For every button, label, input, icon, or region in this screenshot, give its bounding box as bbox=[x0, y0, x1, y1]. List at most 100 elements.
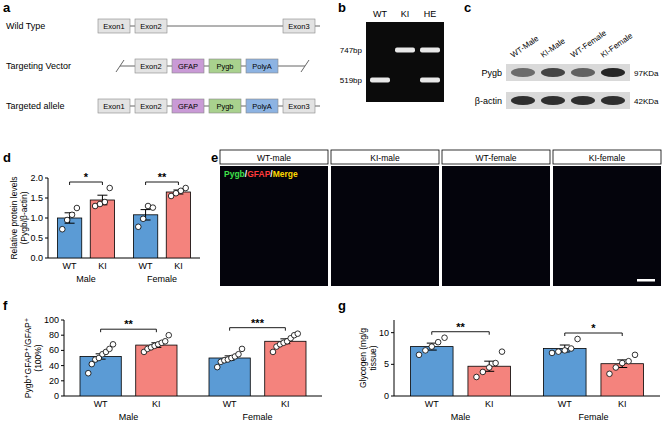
error-cap bbox=[484, 361, 494, 362]
bar bbox=[543, 349, 586, 397]
data-point bbox=[493, 360, 499, 366]
title-line: tissue) bbox=[368, 345, 378, 370]
size-label: 519bp bbox=[340, 76, 363, 85]
sig-stars: * bbox=[591, 322, 596, 334]
y-tick-label: 5 bbox=[384, 359, 389, 369]
y-tick-label: 40 bbox=[49, 361, 59, 371]
box-label: Exon3 bbox=[288, 102, 309, 111]
gene-box bbox=[283, 99, 315, 113]
box-label: Exon2 bbox=[140, 102, 161, 111]
gene-box bbox=[209, 59, 241, 73]
blot-band bbox=[541, 68, 565, 77]
group-label: Female bbox=[578, 412, 608, 422]
bar bbox=[90, 200, 114, 258]
data-point bbox=[613, 365, 619, 371]
bar bbox=[209, 358, 250, 396]
error-cap bbox=[97, 195, 107, 196]
bar bbox=[57, 218, 81, 258]
y-tick bbox=[391, 332, 394, 333]
row-label: Targeted allele bbox=[6, 101, 65, 111]
gene-box bbox=[135, 99, 167, 113]
blot-band bbox=[571, 68, 595, 77]
lane-label: KI-Female bbox=[599, 31, 635, 60]
data-point bbox=[474, 374, 480, 380]
image-ground bbox=[220, 166, 328, 286]
y-tick-label: 0 bbox=[54, 391, 59, 401]
data-point bbox=[85, 370, 91, 376]
title-line: (Pygb/β-actin) bbox=[19, 191, 29, 244]
gene-box bbox=[135, 59, 167, 73]
category-label: KI bbox=[152, 399, 161, 409]
category-label: WT bbox=[223, 399, 237, 409]
category-label: KI bbox=[618, 399, 627, 409]
panel-letter: e bbox=[211, 150, 218, 165]
image-ground bbox=[331, 166, 439, 286]
y-tick bbox=[45, 258, 48, 259]
group-label: Female bbox=[147, 274, 177, 284]
error-bar bbox=[65, 213, 75, 223]
gene-box bbox=[135, 19, 167, 33]
blot-band bbox=[511, 96, 535, 105]
gene-box bbox=[98, 19, 130, 33]
sig-stars: ** bbox=[158, 171, 167, 183]
column-head-box bbox=[553, 150, 661, 164]
y-axis bbox=[64, 320, 65, 396]
category-label: KI bbox=[485, 399, 494, 409]
category-label: WT bbox=[425, 399, 439, 409]
column-head-box bbox=[331, 150, 439, 164]
category-label: WT bbox=[558, 399, 572, 409]
micrograph bbox=[220, 166, 328, 286]
category-label: WT bbox=[139, 261, 153, 271]
data-point bbox=[568, 346, 574, 352]
data-point bbox=[607, 371, 613, 377]
y-tick-label: 0 bbox=[384, 391, 389, 401]
y-tick-label: 10 bbox=[379, 328, 389, 338]
bar bbox=[136, 345, 177, 396]
panel-letter: a bbox=[3, 0, 11, 15]
box-label: PolyA bbox=[252, 62, 272, 71]
column-head: WT-male bbox=[257, 153, 291, 163]
scale-bar bbox=[637, 279, 655, 282]
gel-band bbox=[370, 78, 390, 83]
sig-stars: ** bbox=[124, 318, 133, 330]
sig-stars: ** bbox=[456, 321, 465, 333]
sig-stars: *** bbox=[251, 317, 265, 329]
category-label: KI bbox=[174, 261, 183, 271]
data-point bbox=[632, 352, 638, 358]
title-line: (100%) bbox=[33, 344, 43, 372]
size-label: 42KDa bbox=[634, 97, 659, 106]
data-point bbox=[423, 348, 429, 354]
channel-name: Merge bbox=[273, 169, 298, 179]
gel-band bbox=[420, 48, 440, 53]
cut-mark bbox=[116, 60, 124, 72]
error-cap bbox=[560, 345, 570, 346]
gene-box bbox=[172, 59, 204, 73]
group-label: Male bbox=[76, 274, 96, 284]
y-tick-label: 20 bbox=[49, 376, 59, 386]
bar bbox=[166, 192, 190, 258]
panel-letter: d bbox=[3, 150, 11, 165]
gene-box bbox=[209, 99, 241, 113]
data-point bbox=[140, 216, 146, 222]
y-tick bbox=[391, 364, 394, 365]
size-label: 747bp bbox=[340, 46, 363, 55]
gene-box bbox=[246, 59, 278, 73]
blot-band bbox=[601, 96, 625, 105]
y-tick-label: 80 bbox=[49, 330, 59, 340]
y-tick bbox=[61, 350, 64, 351]
lane-label: KI-Male bbox=[539, 36, 567, 59]
data-point bbox=[183, 185, 189, 191]
data-point bbox=[110, 342, 116, 348]
image-ground bbox=[553, 166, 661, 286]
y-tick bbox=[391, 396, 394, 397]
title-line: Relative protein levels bbox=[9, 176, 19, 259]
data-point bbox=[107, 185, 113, 191]
box-label: Exon2 bbox=[140, 62, 161, 71]
data-point bbox=[480, 369, 486, 375]
micrograph bbox=[331, 166, 439, 286]
column-head: KI-female bbox=[589, 153, 626, 163]
blot-band bbox=[511, 68, 535, 77]
y-tick bbox=[61, 320, 64, 321]
data-point bbox=[442, 335, 448, 341]
y-tick-label: 60 bbox=[49, 345, 59, 355]
